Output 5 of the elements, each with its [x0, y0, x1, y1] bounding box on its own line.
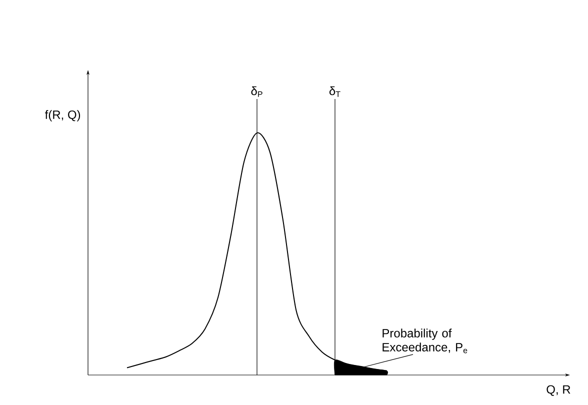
text: Q, R	[546, 385, 570, 396]
x-tick-label: δ$_{T}$	[329, 86, 340, 97]
y-axis-title: f(R, Q)	[44, 110, 80, 122]
x-tick-label: δ$_{P}$	[251, 86, 262, 97]
annotation: Probability of Exceedance, P$_{e}$	[382, 328, 468, 354]
